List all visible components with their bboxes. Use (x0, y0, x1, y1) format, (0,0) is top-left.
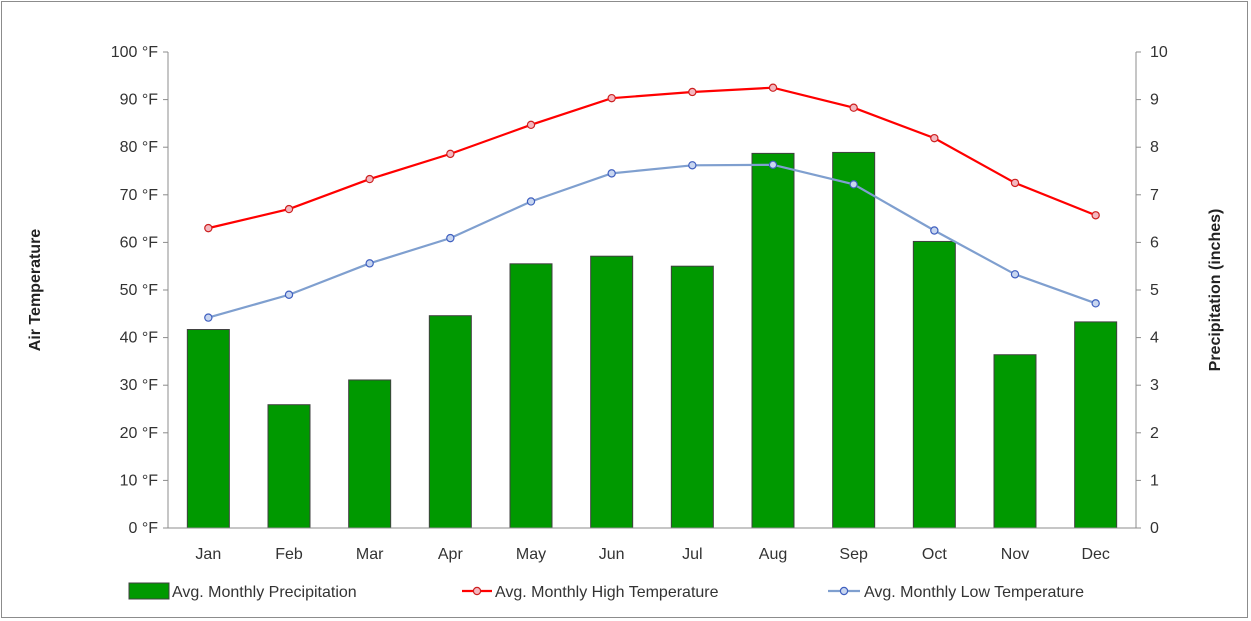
right-tick-label: 4 (1150, 330, 1159, 347)
high-temp-point-feb (284, 204, 294, 214)
low-temp-point-may (526, 197, 536, 206)
high-temp-point-apr (446, 149, 455, 159)
precip-bar-mar (348, 379, 392, 529)
precip-bar-oct (912, 240, 956, 529)
right-tick-label: 6 (1150, 234, 1159, 251)
x-tick-label: Nov (1001, 546, 1029, 563)
left-tick-label: 80 °F (120, 139, 159, 156)
low-temp-point-apr (446, 233, 455, 243)
high-temp-point-nov (1010, 178, 1020, 188)
x-tick-label: Oct (922, 546, 947, 563)
x-tick-label: Aug (759, 546, 787, 563)
low-temp-point-dec (1091, 299, 1100, 308)
precip-bar-feb (267, 404, 311, 529)
x-tick-label: Apr (438, 546, 464, 563)
right-tick-label: 3 (1150, 377, 1159, 394)
low-temp-point-jun (607, 169, 616, 178)
low-temp-point-jan (204, 313, 213, 322)
precip-bar-jan (186, 329, 230, 529)
right-tick-label: 1 (1150, 472, 1159, 489)
precip-bar-nov (993, 354, 1037, 529)
left-tick-label: 0 °F (128, 520, 158, 537)
right-tick-label: 10 (1150, 44, 1168, 61)
left-tick-label: 30 °F (120, 377, 159, 394)
right-tick-label: 2 (1150, 425, 1159, 442)
left-tick-label: 70 °F (120, 187, 159, 204)
x-tick-label: Feb (275, 546, 303, 563)
precip-bar-may (509, 263, 553, 529)
low-temp-point-feb (284, 290, 294, 299)
x-tick-label: Mar (356, 546, 384, 563)
low-temp-point-jul (688, 161, 697, 170)
x-tick-label: Dec (1081, 546, 1109, 563)
legend-precip-swatch (128, 582, 170, 600)
left-tick-label: 100 °F (111, 44, 159, 61)
left-tick-label: 90 °F (120, 92, 159, 109)
precip-bar-jul (670, 265, 714, 529)
left-tick-label: 40 °F (120, 330, 159, 347)
high-temp-point-oct (930, 133, 939, 143)
legend-low-label: Avg. Monthly Low Temperature (864, 584, 1084, 601)
x-tick-label: Jun (599, 546, 625, 563)
high-temp-point-aug (768, 83, 778, 92)
precip-bar-aug (751, 152, 795, 529)
x-tick-label: Jan (195, 546, 221, 563)
x-tick-label: May (516, 546, 546, 563)
precip-bar-dec (1074, 321, 1118, 529)
low-temp-point-aug (768, 160, 778, 170)
left-tick-label: 10 °F (120, 472, 159, 489)
high-temp-point-jun (607, 93, 616, 103)
right-tick-label: 7 (1150, 187, 1159, 204)
y-left-axis-title: Air Temperature (27, 229, 44, 352)
left-tick-label: 50 °F (120, 282, 159, 299)
legend-high-marker (472, 586, 482, 596)
high-temp-point-jan (204, 223, 213, 233)
legend-precip-label: Avg. Monthly Precipitation (172, 584, 357, 601)
left-tick-label: 60 °F (120, 234, 159, 251)
legend-low-marker (839, 586, 849, 596)
low-temp-line (208, 163, 1097, 319)
x-tick-label: Sep (839, 546, 868, 563)
x-tick-label: Jul (682, 546, 702, 563)
right-tick-label: 5 (1150, 282, 1159, 299)
high-temp-point-may (526, 120, 536, 130)
high-temp-point-sep (849, 103, 858, 112)
precip-bar-apr (428, 315, 472, 529)
high-temp-line (208, 86, 1097, 230)
low-temp-point-sep (849, 180, 858, 189)
precip-bar-jun (590, 255, 634, 529)
precip-bar-sep (832, 151, 876, 529)
left-tick-label: 20 °F (120, 425, 159, 442)
right-tick-label: 9 (1150, 92, 1159, 109)
high-temp-point-dec (1091, 211, 1100, 220)
high-temp-point-jul (688, 87, 697, 97)
low-temp-point-mar (365, 259, 374, 268)
legend-high-label: Avg. Monthly High Temperature (495, 584, 719, 601)
y-right-axis-title: Precipitation (inches) (1207, 209, 1224, 372)
low-temp-point-nov (1010, 270, 1020, 279)
low-temp-point-oct (930, 226, 939, 235)
high-temp-point-mar (365, 174, 374, 184)
right-tick-label: 8 (1150, 139, 1159, 156)
right-tick-label: 0 (1150, 520, 1159, 537)
